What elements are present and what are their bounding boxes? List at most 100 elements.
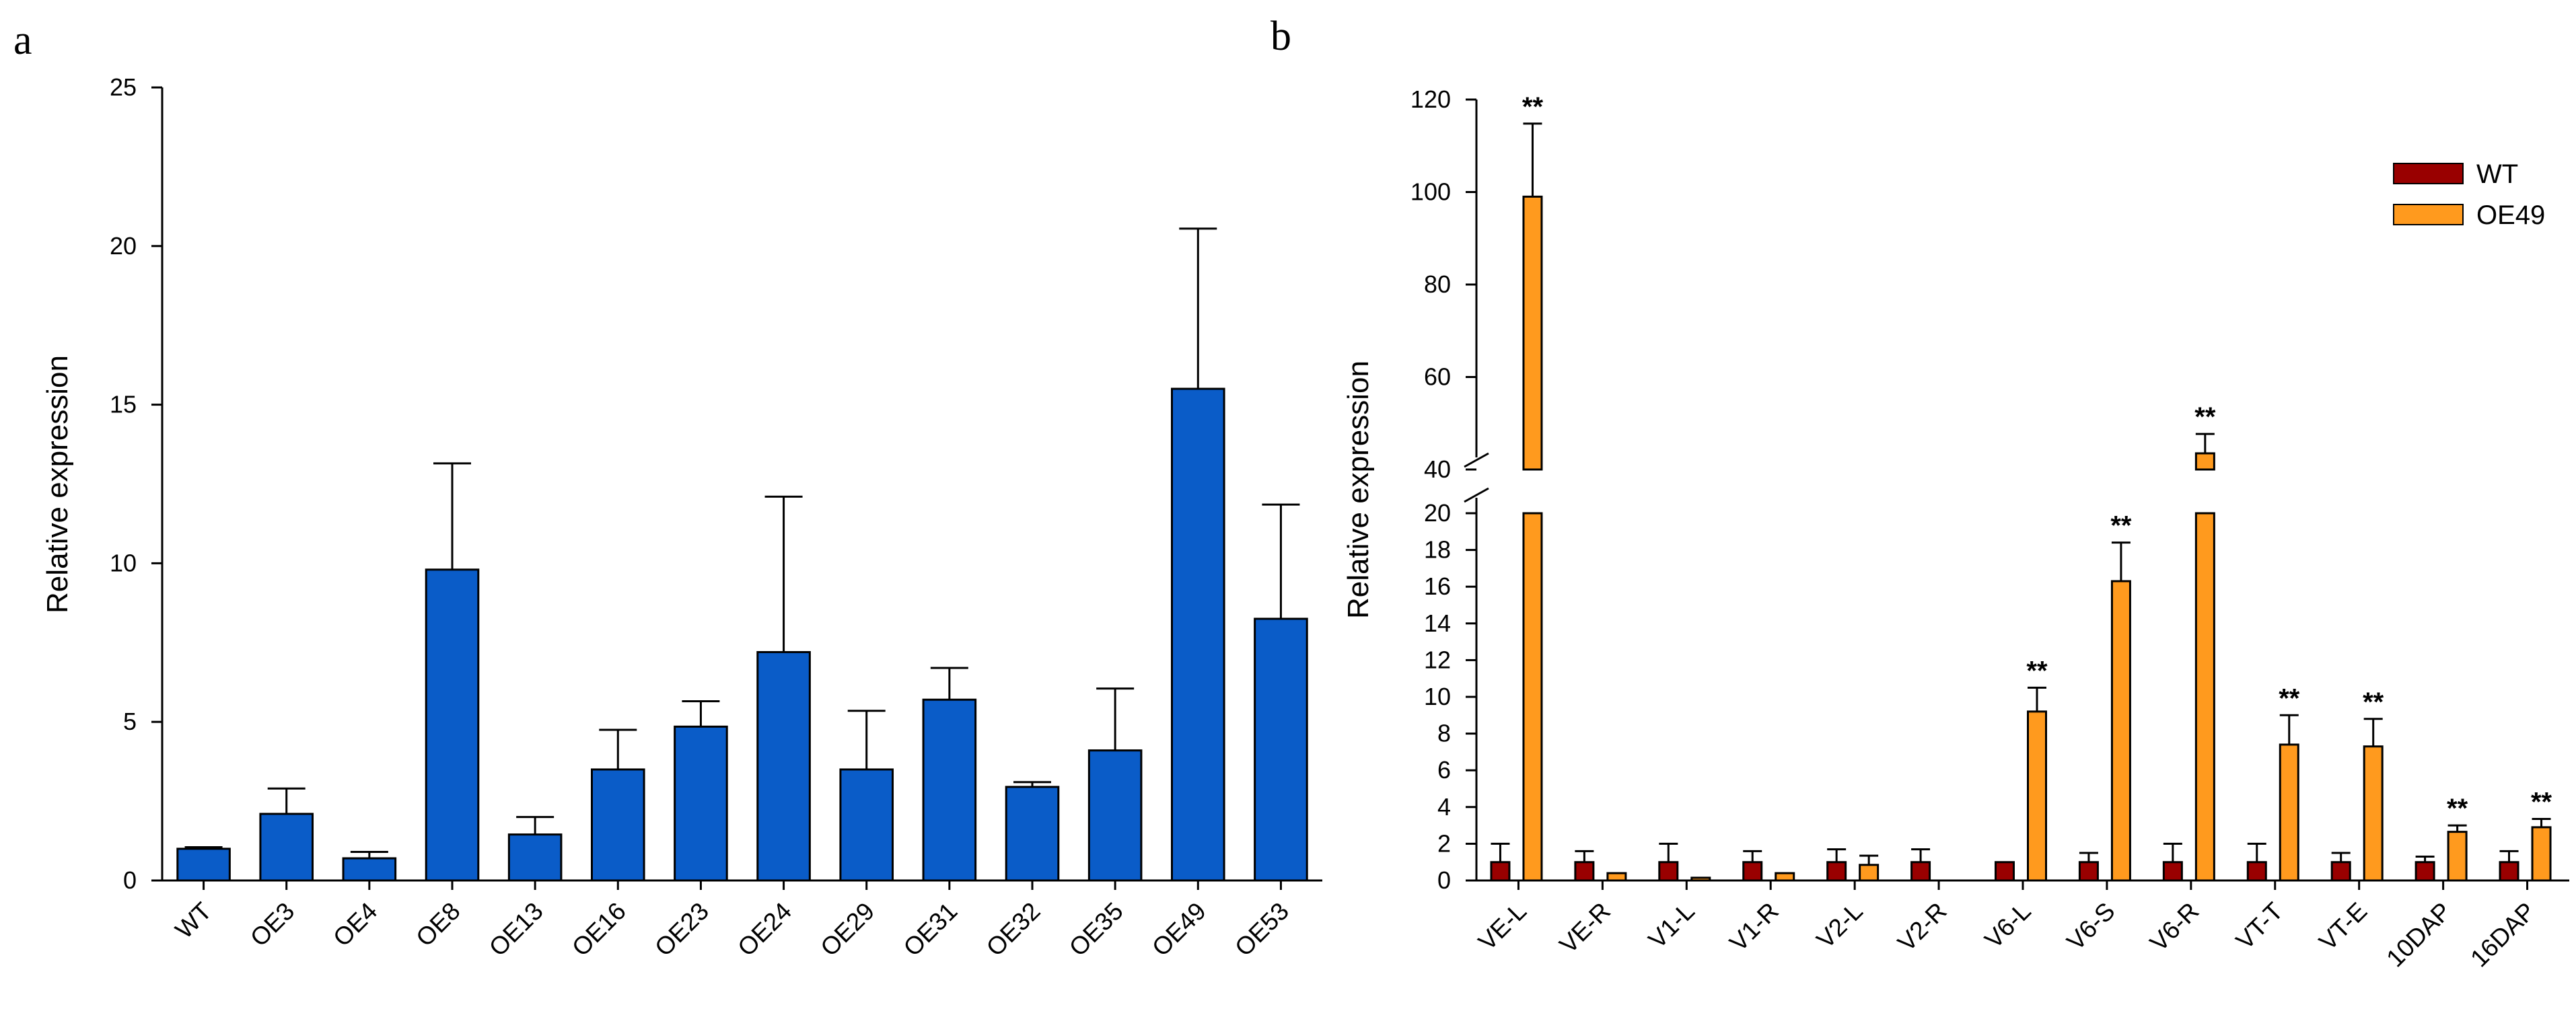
axis-break-mark-upper (1464, 452, 1489, 468)
bar-oe49-v6-s (2110, 580, 2131, 882)
x-label-oe8: OE8 (410, 897, 465, 952)
chart-a: Relative expression 0 5 10 15 20 25 WT OE3 OE4 O… (41, 73, 1322, 962)
chart-b-y-tick-label: 2 (1437, 829, 1451, 857)
x-label-v2-l: V2-L (1812, 897, 1868, 954)
chart-b-error-bars (1491, 122, 2551, 865)
bar-wt-v6-r (2162, 861, 2183, 882)
x-label-vt-e: VT-E (2314, 897, 2372, 956)
bar-wt-v1-r (1742, 861, 1763, 882)
chart-b: Relative expression 0 2 4 6 8 10 12 14 16 18 20 40 6… (1342, 85, 2569, 973)
x-label-v6-s: V6-S (2061, 897, 2120, 956)
chart-b-y-tick-label: 6 (1437, 756, 1451, 784)
legend-label-wt: WT (2476, 159, 2518, 189)
significance-vt-t: ** (2279, 683, 2300, 713)
x-label-oe53: OE53 (1229, 897, 1294, 962)
chart-a-x-labels: WT OE3 OE4 OE8 OE13 OE16 OE23 OE24 OE29 OE31 OE32 O… (170, 880, 1294, 962)
chart-b-y-tick-label: 60 (1424, 363, 1451, 391)
bar-wt-v1-l (1658, 861, 1679, 882)
chart-b-y-tick-label: 12 (1424, 646, 1451, 673)
x-label-10dap: 10DAP (2381, 897, 2456, 973)
chart-b-y-tick-label: 100 (1410, 178, 1451, 206)
chart-b-y-tick-label: 20 (1424, 499, 1451, 527)
x-label-ve-l: VE-L (1473, 897, 1532, 956)
panel-a-letter: a (13, 17, 32, 63)
chart-b-y-tick-label: 18 (1424, 536, 1451, 564)
bar-oe49-v1-r (1775, 872, 1795, 882)
x-label-oe35: OE35 (1064, 897, 1129, 962)
bar-wt-ve-r (1574, 861, 1595, 882)
x-label-oe16: OE16 (567, 897, 631, 962)
chart-b-y-tick-label: 80 (1424, 270, 1451, 298)
bar-wt-10dap (2414, 861, 2435, 882)
bar-wt-v2-l (1826, 861, 1847, 882)
chart-a-y-tick-label: 0 (123, 866, 137, 894)
chart-a-y-tick-label: 25 (110, 73, 137, 101)
x-label-ve-r: VE-R (1554, 897, 1616, 959)
x-label-oe4: OE4 (328, 897, 382, 952)
bar-oe35 (1087, 749, 1143, 882)
x-label-v1-l: V1-L (1643, 897, 1700, 954)
bar-oe49-ve-r (1606, 872, 1627, 882)
x-label-oe24: OE24 (732, 897, 797, 962)
chart-a-bars (176, 387, 1308, 882)
x-label-oe29: OE29 (815, 897, 880, 962)
significance-16dap: ** (2531, 788, 2552, 817)
x-label-oe49: OE49 (1147, 897, 1211, 962)
chart-b-x-labels: VE-L VE-R V1-L V1-R V2-L V2-R V6-L V6-S V6-R VT-T… (1473, 880, 2540, 973)
chart-b-y-tick-label: 0 (1437, 866, 1451, 894)
significance-v6-l: ** (2026, 656, 2048, 685)
chart-a-y-tick-label: 10 (110, 549, 137, 576)
significance-v6-s: ** (2110, 511, 2132, 541)
bar-wt-v6-l (1995, 861, 2015, 882)
chart-b-y-ticks: 0 2 4 6 8 10 12 14 16 18 20 40 60 80 100 120 (1410, 85, 1476, 894)
bar-wt-ve-l (1490, 861, 1511, 882)
chart-b-y-tick-label: 14 (1424, 609, 1451, 637)
chart-a-y-tick-label: 5 (123, 708, 137, 735)
chart-b-significance: ** ** ** ** ** ** ** ** (1522, 92, 2552, 823)
chart-b-y-tick-label: 120 (1410, 85, 1451, 113)
significance-vt-e: ** (2363, 687, 2384, 717)
bar-oe49-10dap (2447, 831, 2468, 882)
bar-oe8 (425, 568, 480, 882)
chart-b-y-tick-label: 16 (1424, 572, 1451, 600)
bar-oe53 (1254, 617, 1308, 882)
chart-b-y-tick-label: 10 (1424, 683, 1451, 710)
bar-oe49-v6-l (2027, 710, 2047, 882)
chart-b-y-tick-label: 40 (1424, 455, 1451, 483)
x-label-oe13: OE13 (484, 897, 548, 962)
chart-a-y-tick-label: 20 (110, 232, 137, 260)
panel-b-letter: b (1271, 13, 1291, 59)
chart-b-y-tick-label: 4 (1437, 793, 1451, 821)
bar-oe49-vt-e (2363, 745, 2384, 882)
bar-wt-16dap (2499, 861, 2519, 882)
x-label-oe3: OE3 (245, 897, 299, 952)
x-label-v6-l: V6-L (1979, 897, 2036, 954)
chart-b-y-axis-title: Relative expression (1342, 361, 1375, 619)
x-label-oe32: OE32 (981, 897, 1046, 962)
bar-oe49-ve-l-upper (1522, 195, 1543, 471)
chart-a-y-ticks: 0 5 10 15 20 25 (110, 73, 162, 894)
bar-wt-vt-e (2330, 861, 2351, 882)
bar-oe32 (1005, 786, 1060, 882)
bar-oe49 (1170, 387, 1225, 882)
significance-v6-r: ** (2194, 402, 2216, 432)
bar-oe29 (839, 768, 894, 882)
legend: WT OE49 (2393, 159, 2545, 230)
bar-oe49-v2-l (1859, 864, 1880, 882)
bar-oe13 (507, 833, 563, 882)
legend-label-oe49: OE49 (2476, 200, 2545, 230)
legend-swatch-oe49 (2393, 204, 2464, 225)
axis-break-mark-lower (1464, 487, 1489, 503)
x-label-vt-t: VT-T (2231, 897, 2289, 955)
bar-wt (176, 848, 231, 882)
bar-wt-v2-r (1910, 861, 1931, 882)
chart-a-y-tick-label: 15 (110, 391, 137, 418)
bar-oe4 (342, 857, 397, 882)
x-label-v2-r: V2-R (1892, 897, 1952, 957)
bar-wt-vt-t (2246, 861, 2267, 882)
x-label-v6-r: V6-R (2145, 897, 2205, 957)
bar-oe49-16dap (2531, 826, 2552, 882)
bar-oe23 (674, 725, 728, 882)
bar-wt-v6-s (2078, 861, 2099, 882)
